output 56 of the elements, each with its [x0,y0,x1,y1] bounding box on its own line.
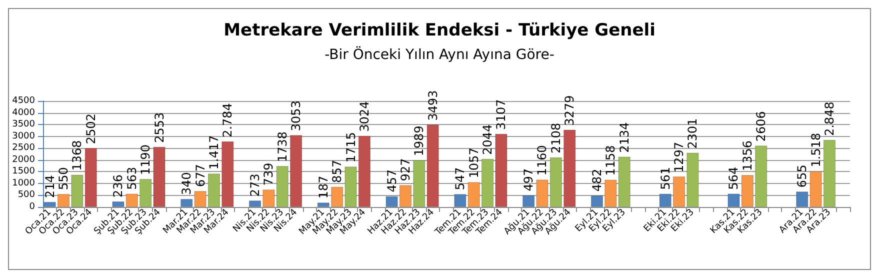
y-tick-label: 3500 [12,120,36,130]
data-label: 550 [56,167,71,190]
data-label: 1738 [275,132,290,162]
data-label: 187 [316,176,330,199]
data-label: 2553 [152,112,166,143]
y-tick-label: 500 [18,190,36,200]
y-tick-label: 1500 [12,166,36,177]
data-label: 1.417 [206,135,221,170]
data-label: 2.784 [220,103,235,138]
data-label: 2108 [548,122,563,154]
data-label: 1160 [535,145,550,176]
data-label: 3024 [357,101,372,132]
data-label: 1158 [604,145,618,176]
y-tick-label: 2500 [12,143,36,154]
data-label: 3107 [494,99,508,130]
data-label: 1190 [138,144,153,175]
data-label: 236 [111,174,126,198]
y-tick-label: 0 [29,202,36,212]
y-tick-label: 1000 [12,178,36,188]
data-label: 563 [124,166,139,190]
data-label: 1356 [740,140,754,172]
data-label: 3493 [426,90,440,121]
y-tick-label: 3000 [12,131,36,142]
data-label: 2134 [617,122,632,153]
data-label: 1297 [672,142,686,172]
data-label: 561 [658,166,672,190]
data-label: 273 [248,174,262,197]
y-tick-label: 4500 [12,96,36,106]
data-label: 3053 [289,100,304,132]
data-label: 2.848 [822,102,836,136]
data-label: 2044 [480,124,495,155]
data-label: 497 [522,168,536,192]
data-label: 655 [795,164,810,188]
data-label: 1057 [466,148,481,178]
data-label: 857 [330,160,344,183]
data-label: 564 [726,166,741,190]
y-tick-label: 2000 [12,154,36,165]
data-label: 677 [193,164,208,188]
data-label: 214 [42,175,57,198]
y-tick-label: 4000 [12,108,36,118]
data-label: 2301 [686,118,700,149]
data-label: 3279 [562,95,577,126]
chart-subtitle: -Bir Önceki Yılın Aynı Ayına Göre- [324,46,554,63]
data-label: 1368 [70,140,84,171]
data-label: 482 [590,168,604,192]
data-label: 1715 [344,132,358,163]
data-label: 340 [180,172,194,195]
data-label: 1.518 [808,132,823,168]
data-label: 1989 [412,126,426,156]
data-label: 739 [262,162,276,186]
data-label: 927 [398,158,412,182]
data-label: 2606 [754,111,768,142]
data-label: 457 [384,169,399,192]
data-label: 2502 [84,114,98,144]
data-label: 547 [453,167,468,190]
chart-title: Metrekare Verimlilik Endeksi - Türkiye Geneli [224,20,656,40]
